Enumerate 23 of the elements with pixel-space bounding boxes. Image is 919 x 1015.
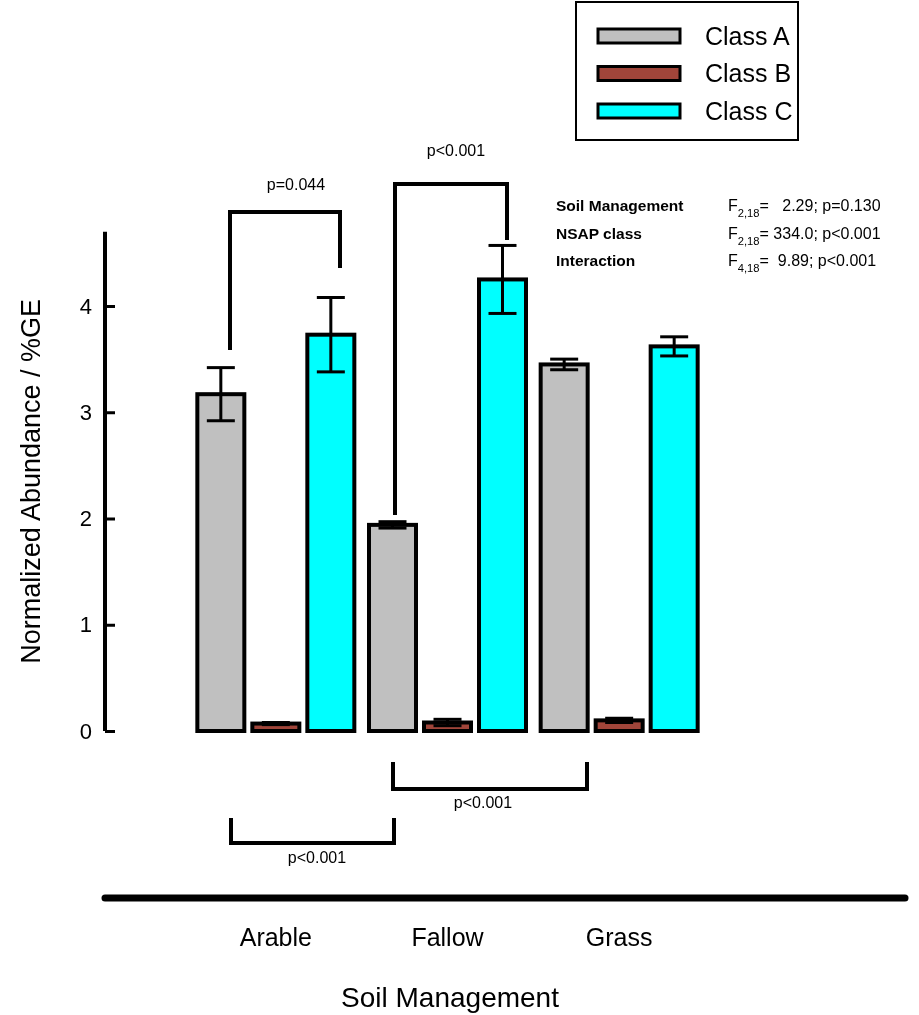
legend-label: Class C: [705, 96, 793, 125]
text: F$_{4,18}$= 9.89; p<0.001: [728, 252, 877, 275]
y-tick-label: 0: [79, 718, 92, 744]
y-tick-label: 3: [79, 399, 92, 425]
y-tick-label: 2: [79, 506, 92, 532]
x-axis-title: Soil Management: [341, 982, 560, 1013]
legend-label: Class A: [705, 21, 791, 50]
text: F$_{2,18}$= 334.0; p<0.001: [728, 224, 881, 247]
x-tick-label: Grass: [585, 922, 653, 951]
y-tick-label: 4: [79, 293, 92, 319]
x-tick-label: Arable: [239, 922, 312, 951]
legend-label: Class B: [705, 59, 792, 88]
annotation: Interaction: [556, 252, 636, 270]
y-tick-label: 1: [79, 612, 92, 638]
text: Soil Management: [556, 197, 684, 214]
annotation: NSAP class: [556, 224, 642, 242]
text: F$_{2,18}$= 2.29; p=0.130: [728, 197, 881, 219]
text: p<0.001: [426, 142, 486, 159]
annotation: p<0.001: [453, 794, 513, 811]
annotation: p<0.001: [287, 849, 347, 866]
x-tick-label: Fallow: [411, 922, 485, 951]
text: p=0.044: [266, 176, 326, 193]
y-axis-title: Normalized Abundance / %GE: [16, 298, 46, 664]
